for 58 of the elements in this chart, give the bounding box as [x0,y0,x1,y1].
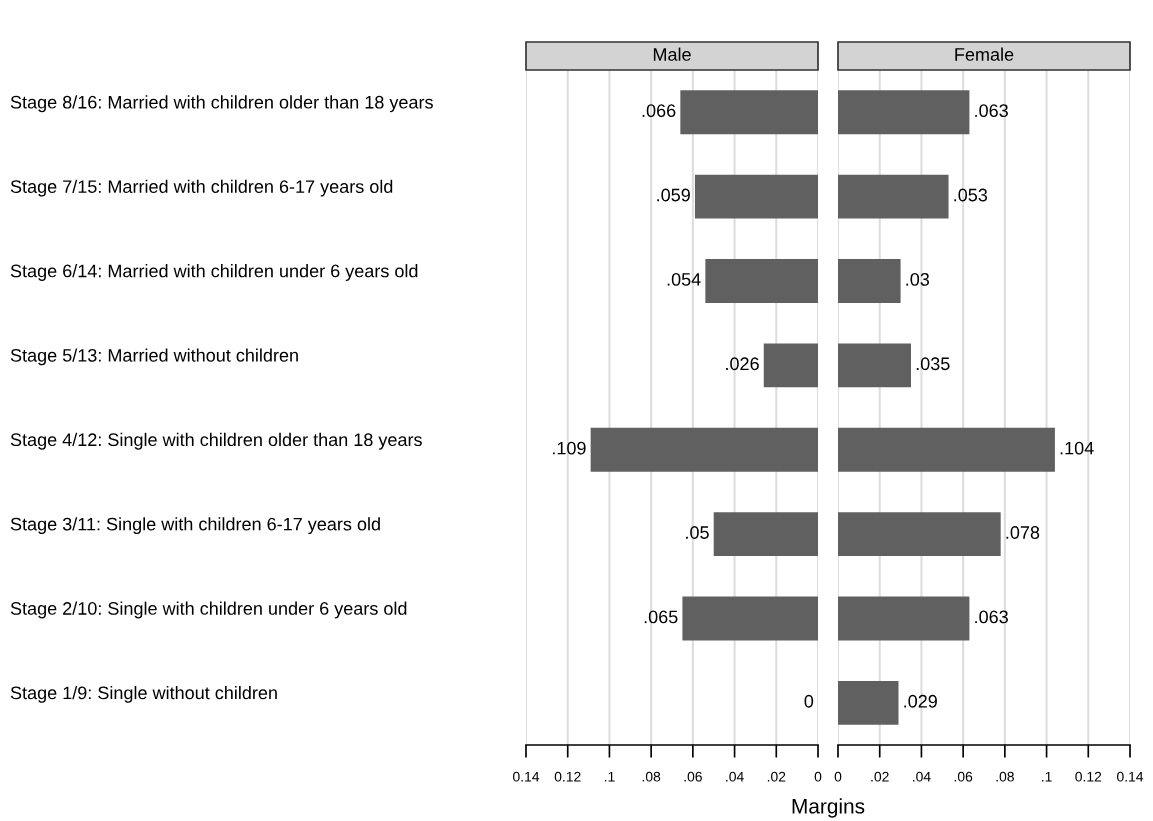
y-tick-label: Stage 8/16: Married with children older than 18 years [10,95,433,113]
data-label: 0 [804,694,814,708]
bar [682,596,818,641]
data-label: .078 [1006,526,1040,539]
y-tick-label: Stage 6/14: Married with children under 6 years old [10,264,418,281]
x-tick-label: 0.14 [513,771,540,782]
x-axis-title: Margins [792,798,865,818]
bar [838,596,970,641]
bar [680,90,818,135]
y-tick-label: Stage 1/9: Single without children [10,685,277,703]
x-tick-label: 0 [834,771,842,782]
chart-title: Male [653,47,691,61]
x-tick-label: .02 [767,771,786,782]
y-tick-label: Stage 3/11: Single with children 6-17 years old [10,517,380,535]
x-tick-label: 0 [814,771,822,782]
bar [838,512,1001,556]
x-tick-label: .08 [996,771,1014,782]
data-label: .054 [667,273,701,286]
x-tick-label: 0.14 [1117,771,1144,782]
bar [838,680,899,725]
x-tick-label: 0.12 [554,771,581,782]
data-label: .063 [975,104,1008,118]
x-tick-label: .08 [642,771,661,782]
data-label: .066 [642,104,676,118]
bar [590,427,818,472]
data-label: .053 [954,188,988,202]
bar [838,174,949,219]
data-label: .035 [916,357,950,371]
data-label: .104 [1060,441,1094,455]
x-tick-label: .1 [1042,771,1052,782]
bar [713,512,818,556]
data-label: .059 [657,188,690,202]
data-label: .109 [553,441,586,455]
x-tick-label: .04 [726,771,744,782]
y-tick-label: Stage 4/12: Single with children older than 18 years [10,432,422,450]
bar [838,343,911,388]
chart-title: Female [955,47,1014,61]
y-tick-label: Stage 5/13: Married without children [10,348,298,366]
x-tick-label: .06 [954,771,973,782]
y-tick-label: Stage 7/15: Married with children 6-17 years old [10,179,393,197]
x-tick-label: .06 [684,771,702,782]
x-tick-label: .1 [604,771,615,782]
data-label: .03 [906,273,930,286]
bar [838,259,901,303]
bar [838,90,970,135]
data-label: .05 [686,526,709,539]
x-tick-label: .04 [913,771,931,782]
y-tick-label: Stage 2/10: Single with children under 6 years old [10,601,407,619]
data-label: .063 [975,610,1008,624]
bar [705,259,818,303]
bar [838,427,1055,472]
bar [694,174,818,219]
data-label: .026 [726,357,759,371]
data-label: .029 [904,694,937,708]
x-tick-label: .02 [871,771,889,782]
data-label: .065 [644,610,678,624]
bar [763,343,818,388]
x-tick-label: 0.12 [1075,771,1102,782]
